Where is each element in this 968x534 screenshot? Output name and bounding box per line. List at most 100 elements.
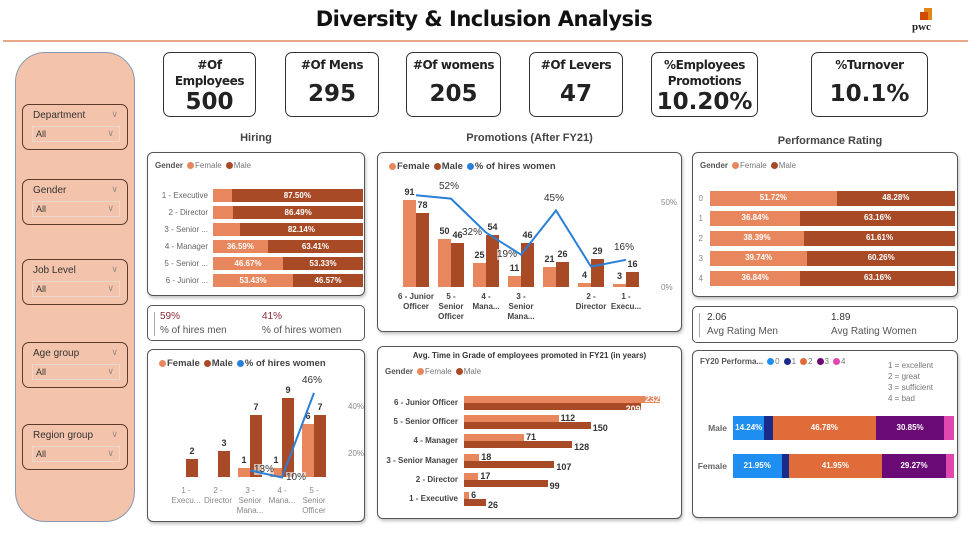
bar-female[interactable] xyxy=(464,415,559,423)
column-female[interactable] xyxy=(438,239,451,287)
bar-female[interactable] xyxy=(710,211,801,226)
legend-item[interactable]: % of hires women xyxy=(463,161,556,172)
column-male[interactable] xyxy=(314,415,326,477)
chevron-down-icon[interactable]: ∨ xyxy=(111,429,118,439)
bar-female[interactable] xyxy=(213,223,240,236)
column-male[interactable] xyxy=(218,450,230,477)
bar-male[interactable]: 63.41% xyxy=(267,240,363,253)
bar-male[interactable] xyxy=(807,251,955,266)
column-male[interactable] xyxy=(486,235,499,287)
legend-item[interactable]: Female xyxy=(385,161,430,172)
bar-rating-3[interactable]: 29.27% xyxy=(881,454,947,478)
legend-item[interactable]: % of hires women xyxy=(233,358,326,369)
bar-rating-0[interactable]: 21.95% xyxy=(733,454,782,478)
legend-item[interactable]: Female xyxy=(728,161,767,170)
bar-rating-2[interactable]: 46.78% xyxy=(772,416,877,440)
bar-male[interactable] xyxy=(800,211,955,226)
legend-item[interactable]: Male xyxy=(200,358,233,369)
bar-rating-4[interactable] xyxy=(946,454,954,478)
column-female[interactable] xyxy=(543,266,556,287)
chevron-down-icon[interactable]: ∨ xyxy=(111,347,118,357)
bar-female[interactable] xyxy=(464,434,524,442)
chevron-down-icon[interactable]: ∨ xyxy=(111,264,118,274)
bar-female[interactable]: 36.59% xyxy=(213,240,268,253)
y2-axis-tick: 40% xyxy=(348,402,365,411)
bar-female[interactable]: 46.67% xyxy=(213,257,283,270)
bar-male[interactable] xyxy=(464,403,641,410)
bar-rating-1[interactable] xyxy=(764,416,773,440)
legend-item[interactable]: 2 xyxy=(796,357,813,366)
bar-male[interactable] xyxy=(804,231,955,246)
column-female[interactable] xyxy=(302,424,314,477)
bar-male[interactable]: 53.33% xyxy=(283,257,363,270)
performance-rating-chart: Gender Female Male 0 1 2 3 4 51.72% 48.28% 36.84% 6… xyxy=(692,152,958,297)
slicer-dropdown[interactable]: All ∨ xyxy=(32,126,120,142)
column-male[interactable] xyxy=(626,271,639,287)
legend-item[interactable]: Female xyxy=(413,367,452,376)
category-label: 2 - Director xyxy=(415,474,458,484)
bar-value-label: 46.67% xyxy=(234,258,262,268)
column-female[interactable] xyxy=(578,283,591,287)
bar-male[interactable]: 86.49% xyxy=(233,206,363,219)
bar-male[interactable] xyxy=(464,479,548,487)
column-female[interactable] xyxy=(613,284,626,287)
legend-item[interactable]: Male xyxy=(452,367,481,376)
column-male[interactable] xyxy=(451,243,464,287)
column-male[interactable] xyxy=(186,459,198,477)
column-female[interactable] xyxy=(403,200,416,287)
bar-female[interactable] xyxy=(213,189,232,202)
column-female[interactable] xyxy=(508,276,521,287)
column-male[interactable] xyxy=(521,243,534,287)
legend-item[interactable]: Male xyxy=(767,161,796,170)
bar-value-label: 87.50% xyxy=(283,190,311,200)
legend-dot xyxy=(433,163,441,170)
bar-male[interactable] xyxy=(800,271,955,286)
chevron-down-icon[interactable]: ∨ xyxy=(111,184,118,194)
legend-item[interactable]: Female xyxy=(183,161,222,170)
bar-female[interactable] xyxy=(710,271,801,286)
legend-item[interactable]: 4 xyxy=(829,357,845,366)
legend-item[interactable]: Female xyxy=(155,358,200,369)
bar-female[interactable] xyxy=(464,396,661,403)
bar-male[interactable] xyxy=(464,422,591,430)
bar-male[interactable] xyxy=(836,191,955,206)
bar-male[interactable]: 87.50% xyxy=(231,189,363,202)
slicer-dropdown[interactable]: All ∨ xyxy=(32,446,120,462)
column-male[interactable] xyxy=(591,259,604,287)
column-female[interactable] xyxy=(238,468,250,477)
column-male[interactable] xyxy=(556,262,569,287)
bar-rating-0[interactable]: 14.24% xyxy=(733,416,765,440)
bar-female[interactable] xyxy=(464,492,470,499)
bar-male[interactable]: 46.57% xyxy=(293,274,363,287)
legend-item[interactable]: 1 xyxy=(780,357,796,366)
slicer-dropdown[interactable]: All ∨ xyxy=(32,281,120,297)
legend-item[interactable]: Male xyxy=(222,161,251,170)
kpi-card: #Of womens 205 xyxy=(406,52,501,117)
bar-female[interactable] xyxy=(710,191,837,206)
bar-male[interactable] xyxy=(464,499,486,506)
legend-item[interactable]: Male xyxy=(430,161,463,172)
bar-female[interactable] xyxy=(213,206,234,219)
bar-rating-4[interactable] xyxy=(944,416,954,440)
category-label: Female xyxy=(697,461,727,471)
bar-rating-1[interactable] xyxy=(781,454,789,478)
bar-female[interactable] xyxy=(710,251,808,266)
slicer-dropdown[interactable]: All ∨ xyxy=(32,201,120,217)
column-female[interactable] xyxy=(473,263,486,287)
legend-item[interactable]: 3 xyxy=(813,357,829,366)
bar-rating-2[interactable]: 41.95% xyxy=(789,454,882,478)
bar-male[interactable] xyxy=(464,441,573,449)
bar-male[interactable]: 82.14% xyxy=(239,223,363,236)
column-male[interactable] xyxy=(416,212,429,287)
legend-item[interactable]: 0 xyxy=(763,357,780,366)
chevron-down-icon[interactable]: ∨ xyxy=(111,109,118,119)
promotions-chart: Female Male % of hires women 91 78 6 - Junior… xyxy=(377,152,682,332)
bar-female[interactable]: 53.43% xyxy=(213,274,294,287)
bar-female[interactable] xyxy=(464,453,480,461)
bar-female[interactable] xyxy=(710,231,805,246)
bar-male[interactable] xyxy=(464,460,555,468)
bar-female[interactable] xyxy=(464,472,479,480)
column-male[interactable] xyxy=(282,397,294,477)
slicer-dropdown[interactable]: All ∨ xyxy=(32,364,120,380)
bar-rating-3[interactable]: 30.85% xyxy=(876,416,945,440)
